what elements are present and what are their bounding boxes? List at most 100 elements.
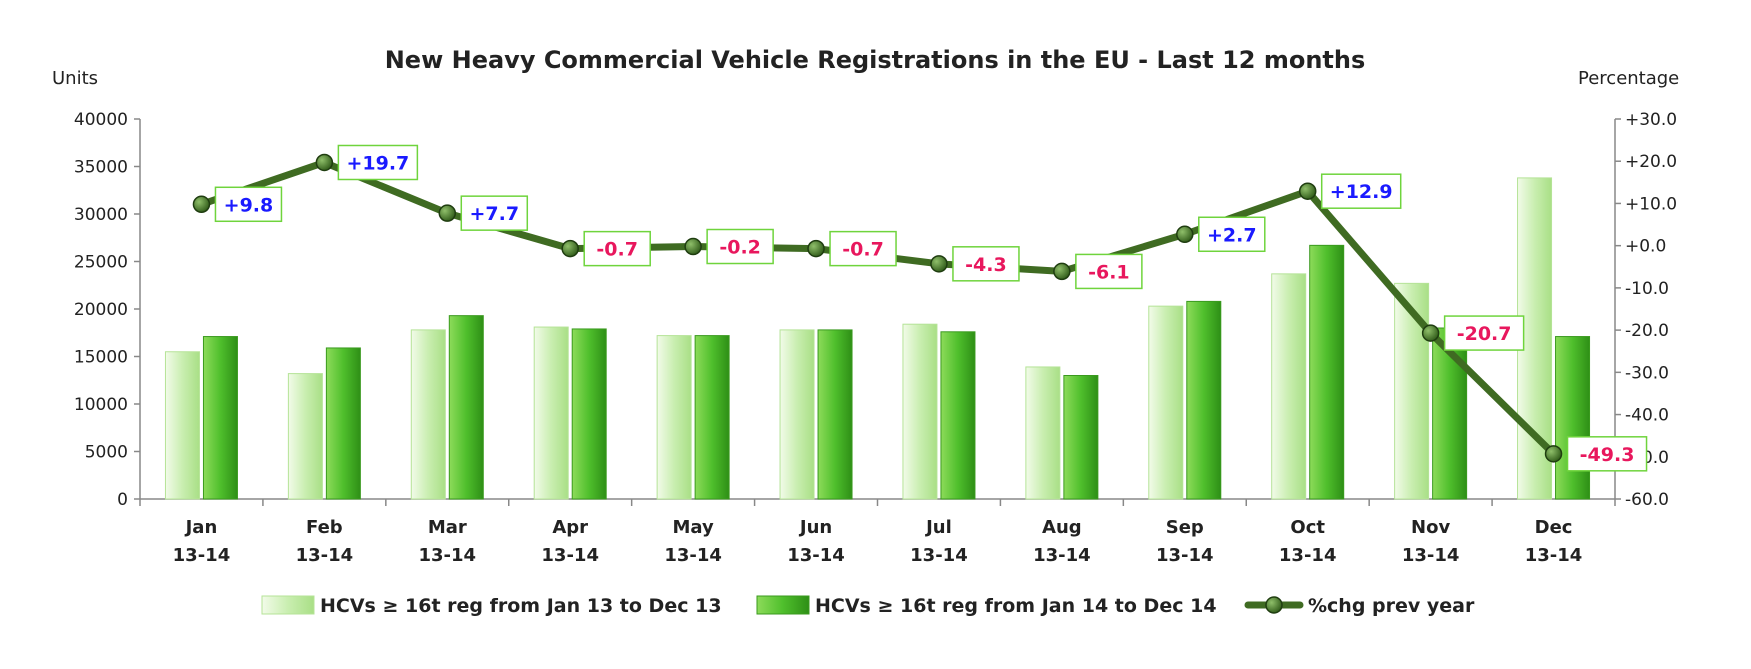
left-tick-label: 5000 <box>85 443 128 463</box>
bar-2014 <box>694 335 730 500</box>
bar-2014 <box>325 347 361 500</box>
right-tick-label: +20.0 <box>1625 152 1677 172</box>
legend-line-marker <box>1265 596 1283 614</box>
change-marker <box>1421 324 1440 342</box>
x-tick-label-sub: 13-14 <box>173 545 231 566</box>
bar-2013 <box>779 329 815 500</box>
chart-title: New Heavy Commercial Vehicle Registratio… <box>385 46 1366 74</box>
right-tick-label: -40.0 <box>1625 406 1669 426</box>
x-tick-label: Dec <box>1535 517 1573 538</box>
bar-2014 <box>1186 300 1222 500</box>
change-marker <box>561 239 579 258</box>
data-label: -0.7 <box>596 239 638 261</box>
bar-2013 <box>410 329 446 500</box>
change-marker <box>1544 445 1563 463</box>
data-label: +12.9 <box>1330 181 1393 203</box>
x-tick-label: Sep <box>1166 517 1204 538</box>
x-tick-label-sub: 13-14 <box>419 545 477 566</box>
x-tick-label-sub: 13-14 <box>910 545 968 566</box>
data-label-box <box>952 246 1020 282</box>
change-marker <box>807 239 825 258</box>
x-tick-label: Jul <box>924 517 952 538</box>
left-tick-label: 25000 <box>74 253 128 273</box>
right-tick-label: +10.0 <box>1625 194 1677 214</box>
right-tick-label: -10.0 <box>1625 279 1669 299</box>
x-tick-label: Jan <box>184 517 218 538</box>
x-tick-label-sub: 13-14 <box>787 545 845 566</box>
right-axis-title: Percentage <box>1578 68 1679 89</box>
x-tick-label: Aug <box>1042 517 1082 538</box>
data-label-box <box>460 195 529 231</box>
legend-label-change: %chg prev year <box>1308 595 1475 617</box>
right-tick-label: +0.0 <box>1625 237 1666 257</box>
change-marker <box>192 195 211 214</box>
x-tick-label: Feb <box>306 517 343 538</box>
x-tick-label-sub: 13-14 <box>1525 545 1583 566</box>
data-label-box <box>1443 315 1525 351</box>
data-label-box <box>829 230 897 267</box>
x-tick-label: Apr <box>552 517 588 538</box>
data-labels: +9.8 +19.7 +7.7 -0.7 -0.2 -0.7 -4.3 -6.1 +2.7 +12… <box>214 144 1648 472</box>
data-label-box <box>1320 173 1402 209</box>
bar-2014 <box>1309 244 1345 500</box>
change-marker <box>1298 182 1317 200</box>
x-tick-label: May <box>673 517 715 538</box>
left-tick-label: 40000 <box>74 110 128 130</box>
bar-2014 <box>448 315 484 500</box>
data-label: +2.7 <box>1207 224 1257 246</box>
bar-2014 <box>817 329 853 500</box>
data-label: -20.7 <box>1457 323 1512 345</box>
left-tick-label: 15000 <box>74 348 128 368</box>
data-label: -0.7 <box>842 239 884 261</box>
data-label: -0.2 <box>719 237 761 259</box>
x-tick-label-sub: 13-14 <box>541 545 599 566</box>
axes: 0 5000 10000 15000 20000 25000 30000 35000 40000… <box>74 110 1677 566</box>
bar-2014 <box>1555 336 1591 500</box>
bars <box>164 177 1591 500</box>
bar-2013 <box>287 373 323 500</box>
data-label-box <box>1566 436 1648 472</box>
bar-2013 <box>1148 305 1184 500</box>
left-axis-title: Units <box>52 68 98 89</box>
data-label: +7.7 <box>470 203 520 225</box>
change-marker <box>684 237 702 256</box>
bar-2013 <box>656 335 692 500</box>
left-tick-label: 35000 <box>74 158 128 178</box>
right-tick-label: -20.0 <box>1625 321 1669 341</box>
x-tick-label-sub: 13-14 <box>1033 545 1091 566</box>
x-tick-label: Jun <box>798 517 832 538</box>
x-tick-label-sub: 13-14 <box>664 545 722 566</box>
bar-2014 <box>571 328 607 500</box>
change-marker <box>1176 225 1194 244</box>
x-tick-label-sub: 13-14 <box>1279 545 1337 566</box>
left-tick-label: 30000 <box>74 205 128 225</box>
data-label: -6.1 <box>1088 261 1130 283</box>
data-label: -4.3 <box>965 254 1007 276</box>
bar-2014 <box>1063 375 1099 500</box>
bar-2013 <box>1271 273 1307 500</box>
legend-swatch-2014 <box>756 595 810 615</box>
bar-2013 <box>164 351 200 500</box>
bar-2014 <box>940 331 976 500</box>
change-marker <box>1053 262 1071 281</box>
x-tick-label-sub: 13-14 <box>1156 545 1214 566</box>
x-tick-label: Mar <box>428 517 467 538</box>
x-tick-label-sub: 13-14 <box>296 545 354 566</box>
left-tick-label: 20000 <box>74 300 128 320</box>
data-label-box <box>1075 253 1143 290</box>
change-marker <box>930 255 948 273</box>
change-marker <box>315 153 334 172</box>
data-label-box <box>1198 216 1266 253</box>
bar-2014 <box>202 336 238 500</box>
legend-swatch-2013 <box>261 595 315 615</box>
x-tick-label: Nov <box>1411 517 1450 538</box>
change-marker <box>438 204 457 222</box>
data-label: +9.8 <box>224 194 274 216</box>
left-tick-label: 10000 <box>74 395 128 415</box>
data-label-box <box>706 228 774 265</box>
right-tick-label: -30.0 <box>1625 363 1669 383</box>
bar-2013 <box>902 323 938 500</box>
bar-2013 <box>533 326 569 500</box>
